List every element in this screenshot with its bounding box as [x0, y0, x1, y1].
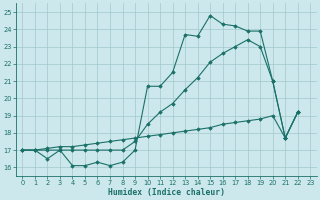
X-axis label: Humidex (Indice chaleur): Humidex (Indice chaleur) [108, 188, 225, 197]
